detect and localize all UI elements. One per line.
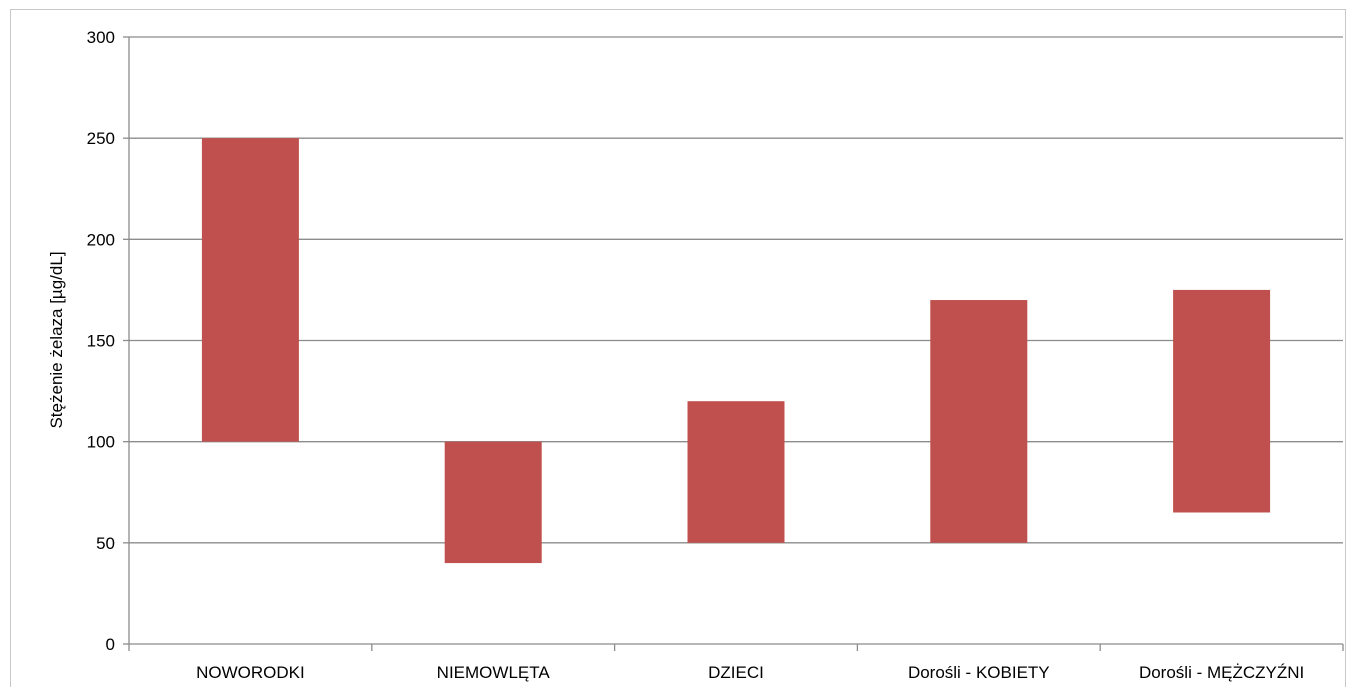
y-tick-label: 100: [87, 433, 115, 452]
range-bar: [444, 441, 542, 564]
y-tick-label: 150: [87, 332, 115, 351]
y-tick-label: 250: [87, 129, 115, 148]
y-axis-title: Stężenie żelaza [µg/dL]: [47, 251, 66, 428]
range-bar: [1173, 289, 1271, 513]
range-bar: [930, 300, 1028, 543]
x-tick-label: Dorośli - MĘŻCZYŹNI: [1139, 663, 1304, 682]
y-tick-label: 300: [87, 28, 115, 47]
x-tick-label: Dorośli - KOBIETY: [908, 663, 1050, 682]
y-tick-label: 200: [87, 230, 115, 249]
axes: [123, 36, 1344, 651]
x-tick-label: NOWORODKI: [196, 663, 305, 682]
range-bar: [201, 138, 299, 442]
y-tick-label: 50: [96, 534, 115, 553]
range-bar: [687, 401, 785, 543]
labels: 0 50 100 150 200 250 300 NOWORODKI NIEMOWLĘTA DZI…: [87, 28, 1305, 682]
y-tick-label: 0: [106, 635, 115, 654]
x-tick-label: DZIECI: [708, 663, 764, 682]
bars: [201, 138, 1271, 564]
x-tick-label: NIEMOWLĘTA: [437, 663, 551, 682]
